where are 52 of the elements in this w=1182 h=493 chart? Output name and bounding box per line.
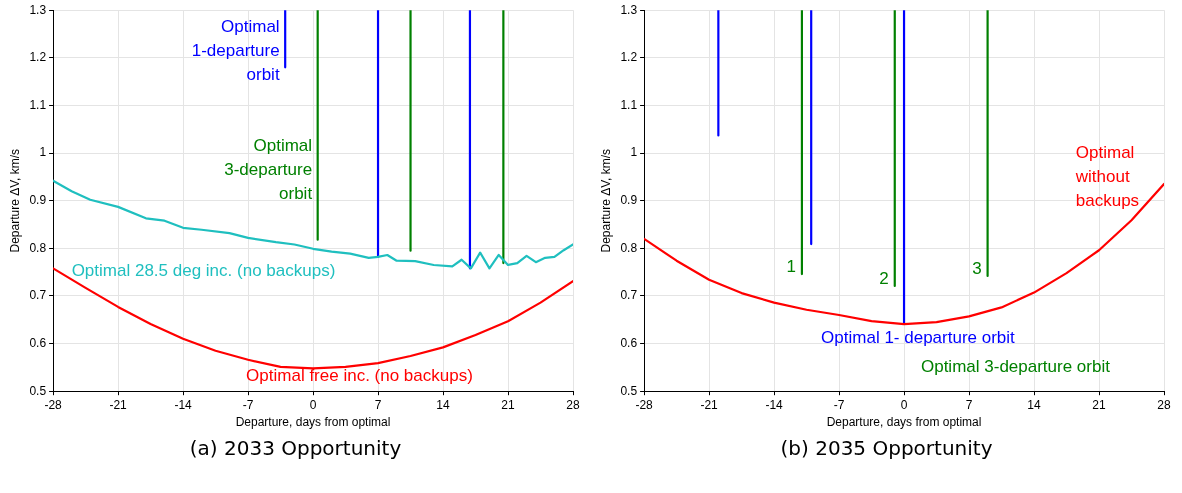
x-tick-label: 28 [566,397,580,412]
series-label: Optimal 3-departure orbit [224,135,313,203]
series-label: Optimal without backups [1074,142,1140,210]
x-tick-label: -14 [765,397,784,412]
x-axis-title: Departure, days from optimal [826,415,982,430]
series-label: Optimal free inc. (no backups) [246,365,473,385]
x-tick-label: -14 [174,397,193,412]
y-tick-label: 0.7 [620,288,638,303]
y-tick-label: 1.3 [29,2,47,17]
x-tick-label: 21 [1092,397,1106,412]
text: (a) 2033 Opportunity [188,436,403,460]
y-tick-label: 1.2 [620,50,638,65]
y-tick-label: 0.7 [29,288,47,303]
x-tick-label: 0 [900,397,908,412]
y-axis-title: Departure ΔV, km/s [7,148,22,253]
y-tick-label: 0.5 [620,383,638,398]
series-label: Optimal 28.5 deg inc. (no backups) [71,260,336,280]
x-tick-label: -21 [109,397,128,412]
x-tick-label: 14 [1027,397,1042,412]
series-label: Optimal 1- departure orbit [821,327,1016,347]
y-tick-label: 0.8 [29,240,47,255]
y-tick-label: 1.1 [29,97,47,112]
y-tick-label: 1.3 [620,2,638,17]
x-axis-title: Departure, days from optimal [235,415,391,430]
annotation: 2 [879,269,889,289]
y-tick-label: 0.9 [29,193,47,208]
x-tick-label: 21 [501,397,515,412]
annotation: 1 [786,257,796,277]
x-tick-label: -7 [242,397,254,412]
x-tick-label: 0 [309,397,317,412]
x-tick-label: 28 [1157,397,1171,412]
annotation: 3 [972,259,982,279]
x-tick-label: 7 [374,397,382,412]
y-tick-label: 0.6 [620,335,638,350]
text: Optimal 3-departure orbit [920,357,1111,377]
x-tick-label: -28 [635,397,654,412]
y-tick-label: 0.6 [29,335,47,350]
series-label: Optimal 1-departure orbit [191,16,280,84]
y-tick-label: 0.8 [620,240,638,255]
x-tick-label: 14 [436,397,451,412]
x-tick-label: -7 [833,397,845,412]
text: (b) 2035 Opportunity [779,436,994,460]
x-tick-label: -28 [44,397,63,412]
x-tick-label: 7 [965,397,973,412]
y-tick-label: 0.9 [620,193,638,208]
y-axis-title: Departure ΔV, km/s [598,148,613,253]
y-tick-label: 0.5 [29,383,47,398]
y-tick-label: 1.2 [29,50,47,65]
x-tick-label: -21 [700,397,719,412]
y-tick-label: 1 [630,145,638,160]
y-tick-label: 1 [39,145,47,160]
y-tick-label: 1.1 [620,97,638,112]
